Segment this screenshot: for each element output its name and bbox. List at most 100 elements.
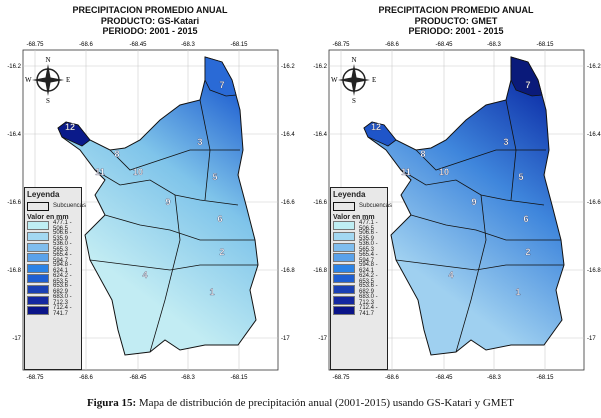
subbasin-7 — [510, 56, 543, 97]
legend-swatch — [27, 295, 49, 305]
legend-item: 477.1 - 506.5 — [333, 219, 387, 232]
y-tick-label: -17 — [281, 336, 290, 342]
legend-item: 712.4 - 741.7 — [27, 305, 81, 317]
legend-item: 683.0 - 712.3 — [27, 294, 81, 307]
y-tick-label: -17 — [12, 336, 21, 342]
caption-text: Mapa de distribución de precipitación an… — [136, 397, 515, 409]
y-tick-label: -16.8 — [313, 268, 327, 274]
legend-swatch — [333, 306, 355, 316]
legend-swatch — [333, 284, 355, 294]
subbasin-boundary — [89, 259, 258, 271]
x-tick-label: -68.45 — [129, 42, 147, 48]
y-tick-label: -16.8 — [281, 268, 295, 274]
legend-range: 624.2 - 653.5 — [359, 272, 378, 285]
map-panel-gs-katari: PRECIPITACION PROMEDIO ANUAL PRODUCTO: GS… — [0, 0, 300, 390]
subbasin-boundary — [400, 169, 545, 206]
svg-text:N: N — [351, 56, 356, 64]
subbasin-label: 5 — [518, 172, 523, 182]
subbasin-boundary — [505, 99, 517, 201]
map-title-line: PERIODO: 2001 - 2015 — [408, 26, 504, 36]
y-tick-label: -16.2 — [587, 64, 601, 70]
x-tick-label: -68.15 — [536, 42, 554, 48]
subbasin-label: 7 — [219, 80, 224, 90]
map-title-line: PRECIPITACION PROMEDIO ANUAL — [378, 5, 534, 15]
map-legend: Leyenda Subcuencas Valor en mm 477.1 - 506.… — [330, 187, 392, 370]
svg-text:E: E — [372, 76, 376, 84]
x-tick-label: -68.3 — [181, 375, 195, 381]
x-tick-label: -68.6 — [79, 42, 93, 48]
subbasin-label: 8 — [114, 149, 119, 159]
legend-item: 653.6 - 682.9 — [27, 283, 81, 296]
subbasin-boundary — [455, 194, 487, 353]
subbasin-swatch — [27, 201, 49, 211]
legend-item: 536.0 - 565.3 — [27, 241, 81, 254]
legend-range: 653.6 - 682.9 — [53, 283, 72, 296]
y-tick-label: -16.6 — [7, 200, 21, 206]
legend-range: 477.1 - 506.5 — [359, 219, 378, 232]
legend-range: 653.6 - 682.9 — [359, 283, 378, 296]
x-tick-label: -68.75 — [26, 42, 44, 48]
subbasin-label: 12 — [65, 122, 75, 132]
subbasin-label: 7 — [525, 80, 530, 90]
subbasin-label: 1 — [515, 287, 520, 297]
legend-item: 506.6 - 535.9 — [333, 230, 387, 242]
legend-swatch — [333, 274, 355, 284]
legend-range: 683.0 - 712.3 — [53, 294, 72, 307]
compass-rose-icon: N S E W — [25, 56, 70, 105]
legend-item: 712.4 - 741.7 — [333, 305, 387, 317]
y-tick-label: -17 — [587, 336, 596, 342]
map-title: PRECIPITACION PROMEDIO ANUAL PRODUCTO: GS… — [0, 5, 300, 37]
y-tick-label: -16.2 — [313, 64, 327, 70]
legend-item: 536.0 - 565.3 — [333, 241, 387, 253]
svg-text:W: W — [25, 76, 32, 84]
legend-swatch — [27, 263, 49, 273]
subbasin-boundary — [94, 169, 239, 206]
subbasin-boundary — [410, 214, 561, 241]
x-tick-label: -68.45 — [435, 42, 453, 48]
legend-item: 594.8 - 624.1 — [333, 262, 387, 274]
legend-swatch — [333, 263, 355, 273]
map-title-line: PRODUCTO: GMET — [414, 15, 498, 26]
subbasin-boundary — [109, 149, 240, 171]
x-tick-label: -68.6 — [79, 375, 93, 381]
subbasin-label: 6 — [217, 214, 222, 224]
legend-item: 624.2 - 653.5 — [333, 272, 387, 285]
figure-caption: Figura 15: Mapa de distribución de preci… — [0, 397, 601, 409]
subbasin-boundary — [104, 214, 255, 241]
svg-text:W: W — [331, 76, 338, 84]
subbasin-label: 3 — [197, 137, 202, 147]
legend-item: 477.1 - 506.5 — [27, 220, 81, 232]
svg-text:E: E — [66, 76, 70, 84]
x-tick-label: -68.6 — [385, 375, 399, 381]
legend-swatch — [27, 231, 49, 241]
basin-area — [363, 56, 565, 356]
legend-swatch — [333, 295, 355, 305]
x-tick-label: -68.6 — [385, 42, 399, 48]
y-tick-label: -16.6 — [587, 200, 601, 206]
y-tick-label: -16.4 — [7, 132, 21, 138]
y-tick-label: -16.4 — [313, 132, 327, 138]
subbasin-label: 3 — [503, 137, 508, 147]
legend-range: 683.0 - 712.3 — [359, 294, 378, 307]
legend-swatch — [333, 253, 355, 263]
subbasin-label: 10 — [439, 167, 449, 177]
y-tick-label: -16.8 — [7, 268, 21, 274]
legend-swatch — [27, 306, 49, 316]
subbasin-label: 1 — [209, 287, 214, 297]
legend-title: Leyenda — [333, 190, 366, 199]
map-title-line: PRECIPITACION PROMEDIO ANUAL — [72, 5, 228, 15]
subbasin-label: 4 — [448, 270, 453, 280]
legend-swatch — [333, 221, 355, 231]
legend-swatch — [27, 284, 49, 294]
subbasin-7 — [204, 56, 237, 97]
x-tick-label: -68.75 — [332, 375, 350, 381]
subbasin-12 — [57, 121, 91, 147]
x-tick-label: -68.3 — [487, 42, 501, 48]
basin-area — [57, 56, 259, 356]
legend-range: 536.0 - 565.3 — [53, 241, 72, 254]
legend-value-title: Valor en mm — [333, 213, 375, 221]
subbasin-label: 9 — [471, 197, 476, 207]
legend-title: Leyenda — [27, 190, 60, 199]
map-panel-gmet: PRECIPITACION PROMEDIO ANUAL PRODUCTO: GM… — [306, 0, 601, 390]
map-legend: Leyenda Subcuencas Valor en mm 477.1 - 506.… — [24, 187, 86, 370]
